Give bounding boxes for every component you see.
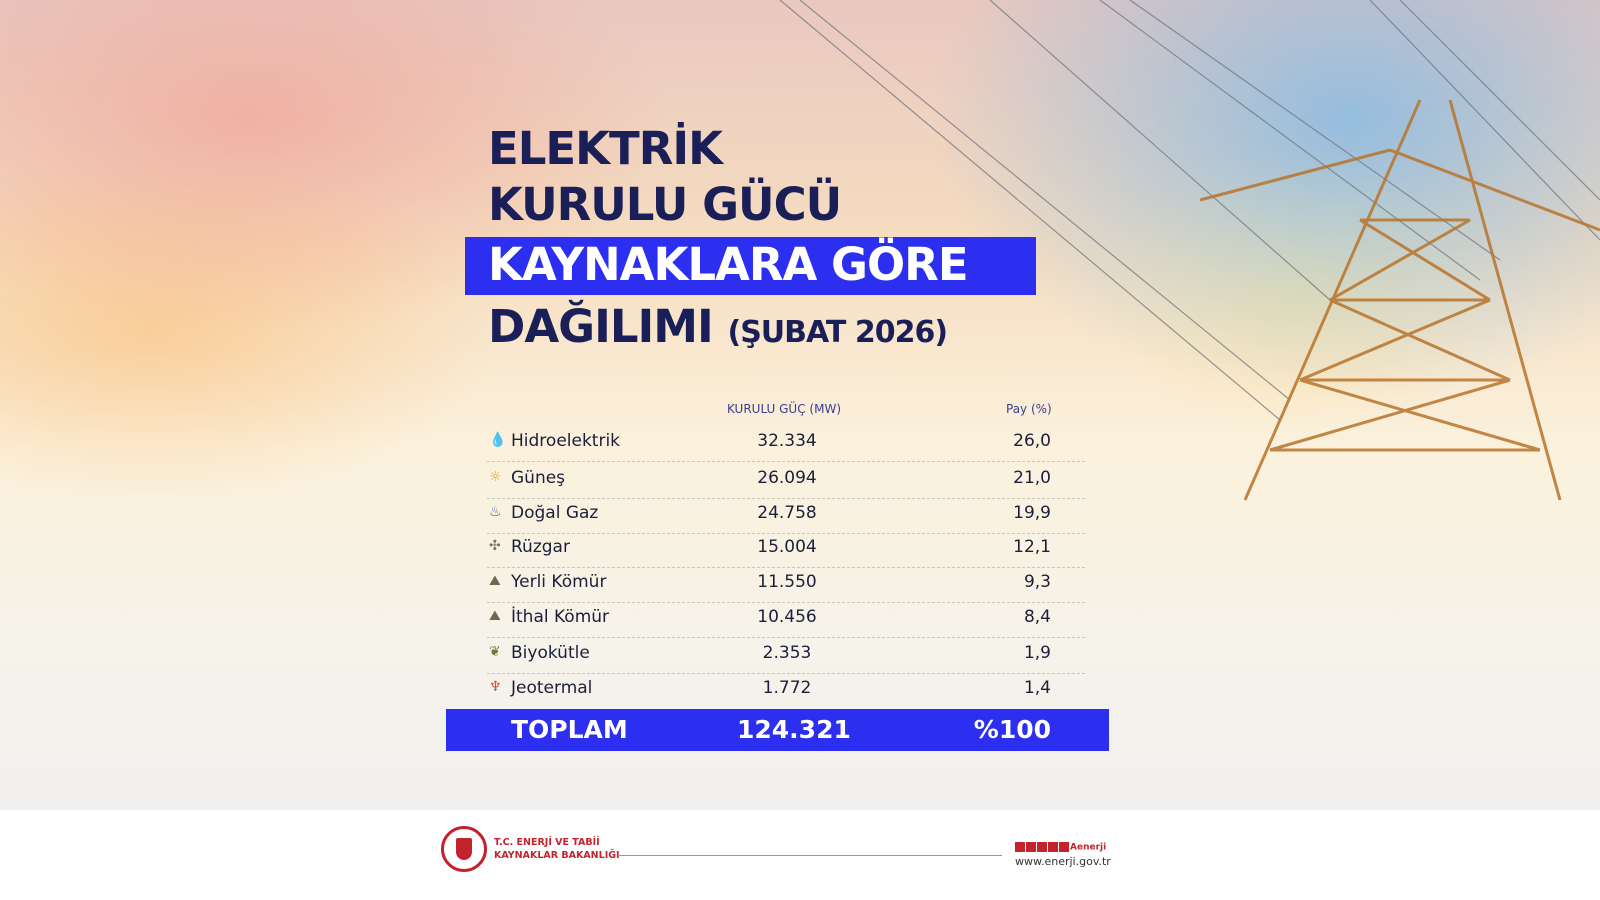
capacity-value: 1.772 xyxy=(762,678,812,698)
geothermal-icon: ♆ xyxy=(489,679,502,695)
share-value: 1,4 xyxy=(1023,678,1051,698)
table-row: ⛰ Yerli Kömür 11.550 9,3 xyxy=(487,568,1085,603)
sun-icon: ☼ xyxy=(489,469,502,485)
x-icon[interactable] xyxy=(1037,842,1047,852)
source-name: Rüzgar xyxy=(511,537,570,557)
total-share: %100 xyxy=(973,715,1051,744)
capacity-value: 26.094 xyxy=(757,468,817,488)
source-name: Yerli Kömür xyxy=(511,572,607,592)
capacity-value: 2.353 xyxy=(762,643,812,663)
capacity-value: 32.334 xyxy=(757,431,817,451)
title-line-3: KAYNAKLARA GÖRE xyxy=(488,238,969,291)
capacity-value: 24.758 xyxy=(757,503,817,523)
header-share: Pay (%) xyxy=(1006,402,1052,416)
source-name: İthal Kömür xyxy=(511,607,610,627)
table-row: 💧 Hidroelektrik 32.334 26,0 xyxy=(487,427,1085,462)
source-name: Doğal Gaz xyxy=(511,503,599,523)
coal-icon: ⛰ xyxy=(489,608,501,624)
title-line-1: ELEKTRİK xyxy=(488,122,723,175)
website-link[interactable]: www.enerji.gov.tr xyxy=(1015,855,1111,868)
power-tower-illustration xyxy=(779,0,1600,501)
title-period: (ŞUBAT 2026) xyxy=(727,315,948,350)
coal-icon: ⛰ xyxy=(489,573,501,589)
total-row: TOPLAM 124.321 %100 xyxy=(446,709,1109,751)
capacity-value: 15.004 xyxy=(757,537,817,557)
title-line-4: DAĞILIMI (ŞUBAT 2026) xyxy=(488,300,948,353)
youtube-icon[interactable] xyxy=(1048,842,1058,852)
table-row: ⛰ İthal Kömür 10.456 8,4 xyxy=(487,603,1085,638)
ministry-line-1: T.C. ENERJİ VE TABİİ xyxy=(494,837,600,848)
linkedin-icon[interactable] xyxy=(1059,842,1069,852)
share-value: 19,9 xyxy=(1013,503,1051,523)
water-drop-icon: 💧 xyxy=(489,432,507,448)
instagram-icon[interactable] xyxy=(1015,842,1025,852)
total-label: TOPLAM xyxy=(511,715,628,744)
share-value: 8,4 xyxy=(1023,607,1051,627)
source-name: Jeotermal xyxy=(511,678,593,698)
sky-background xyxy=(0,0,1600,810)
table-row: ♆ Jeotermal 1.772 1,4 xyxy=(487,674,1085,709)
gas-flame-icon: ♨ xyxy=(489,504,502,520)
biomass-icon: ❦ xyxy=(489,644,501,660)
source-name: Biyokütle xyxy=(511,643,590,663)
table-row: ♨ Doğal Gaz 24.758 19,9 xyxy=(487,499,1085,534)
share-value: 12,1 xyxy=(1013,537,1051,557)
header-capacity: KURULU GÜÇ (MW) xyxy=(727,402,841,416)
table-row: ☼ Güneş 26.094 21,0 xyxy=(487,464,1085,499)
title-line-2: KURULU GÜCÜ xyxy=(488,178,842,231)
table-row: ❦ Biyokütle 2.353 1,9 xyxy=(487,639,1085,674)
source-name: Hidroelektrik xyxy=(511,431,621,451)
title-highlight-box xyxy=(465,237,1036,295)
source-name: Güneş xyxy=(511,468,566,488)
capacity-value: 11.550 xyxy=(757,572,817,592)
ministry-logo xyxy=(441,826,487,872)
title-text: DAĞILIMI xyxy=(488,300,714,353)
ministry-line-2: KAYNAKLAR BAKANLIĞI xyxy=(494,850,620,861)
share-value: 21,0 xyxy=(1013,468,1051,488)
ministry-name: T.C. ENERJİ VE TABİİ KAYNAKLAR BAKANLIĞI xyxy=(494,836,620,862)
facebook-icon[interactable] xyxy=(1026,842,1036,852)
total-capacity: 124.321 xyxy=(737,715,851,744)
social-handle[interactable]: Aenerji xyxy=(1070,842,1107,853)
share-value: 9,3 xyxy=(1023,572,1051,592)
share-value: 26,0 xyxy=(1013,431,1051,451)
share-value: 1,9 xyxy=(1023,643,1051,663)
capacity-value: 10.456 xyxy=(757,607,817,627)
wind-turbine-icon: ✣ xyxy=(489,538,501,554)
social-links: Aenerji xyxy=(1015,842,1106,853)
table-row: ✣ Rüzgar 15.004 12,1 xyxy=(487,533,1085,568)
footer-divider xyxy=(618,855,1002,856)
